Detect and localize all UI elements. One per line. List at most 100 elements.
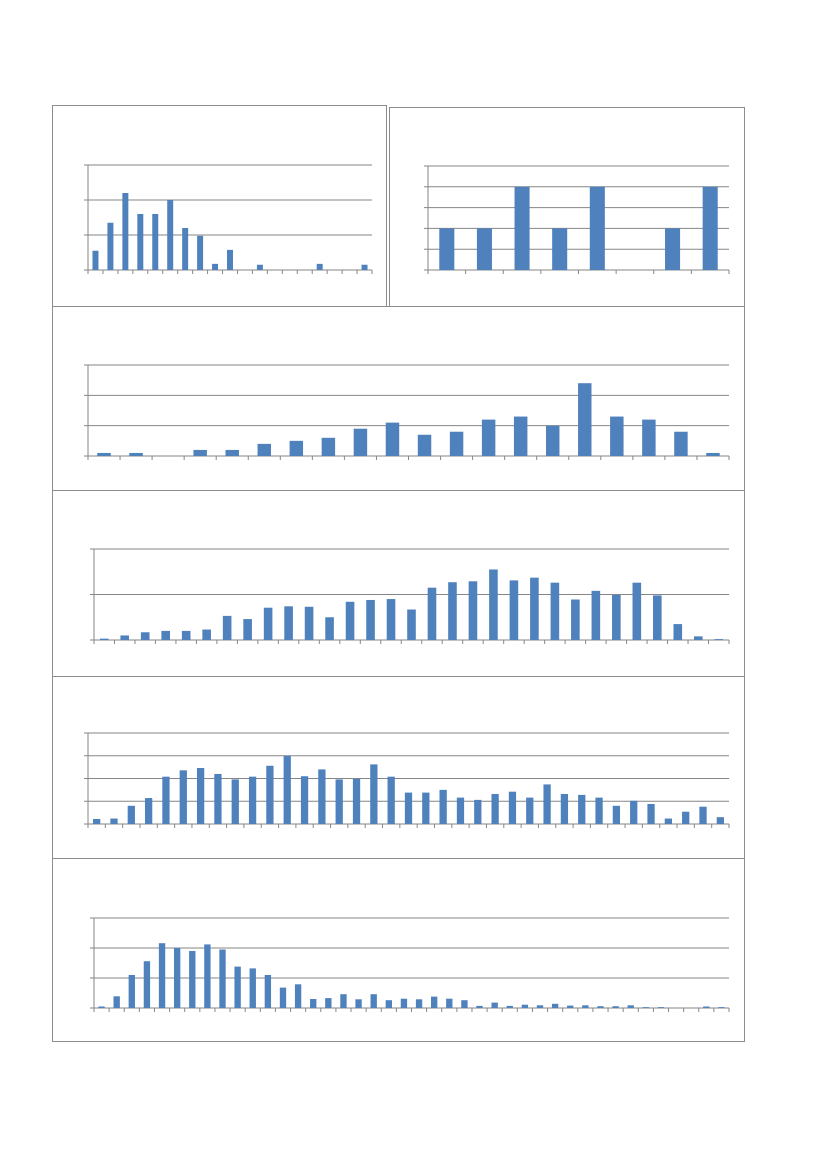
chart-5-bar — [508, 791, 517, 824]
chart-3-bar — [481, 419, 496, 456]
chart-4-bar — [509, 580, 519, 640]
chart-6-bar — [551, 1003, 559, 1008]
chart-4-bar — [181, 630, 191, 640]
chart-4-bar — [427, 587, 437, 640]
chart-6-bar — [597, 1006, 604, 1008]
chart-5-bar — [630, 800, 638, 824]
chart-5-bar — [560, 793, 569, 824]
chart-3-bar — [610, 416, 624, 456]
chart-4-bar — [161, 630, 170, 640]
chart-6-bar — [567, 1005, 574, 1008]
chart-6-bar — [703, 1006, 710, 1008]
chart-2-bar — [552, 228, 568, 270]
chart-2-bar — [702, 186, 718, 270]
chart-2-bar — [589, 186, 605, 270]
chart-6-bar — [461, 1000, 468, 1008]
chart-4-bar — [243, 619, 252, 640]
chart-1-bar — [197, 235, 204, 270]
chart-5-bar — [370, 764, 378, 824]
chart-5-bar — [474, 799, 482, 824]
chart-5-bar — [196, 768, 205, 824]
chart-4-bar — [468, 581, 478, 640]
chart-5-bar — [93, 818, 101, 824]
chart-5-bar — [526, 797, 534, 824]
chart-1-bar — [316, 263, 323, 270]
chart-3-bar — [578, 383, 592, 456]
chart-5-bar — [231, 779, 239, 824]
chart-6-bar — [249, 968, 256, 1008]
chart-1-bar — [182, 228, 189, 270]
chart-6-bar — [536, 1005, 544, 1008]
chart-4-bar — [99, 638, 109, 640]
chart-6-bar — [582, 1005, 589, 1008]
chart-6-bar — [113, 996, 120, 1008]
chart-1-bar — [361, 264, 368, 270]
chart-6-bar — [158, 943, 166, 1008]
chart-5-bar — [248, 776, 257, 824]
chart-6-bar — [431, 996, 438, 1008]
chart-6-bar — [506, 1005, 513, 1008]
chart-6-bar — [400, 998, 408, 1008]
chart-4-bar — [202, 629, 211, 640]
chart-4-bar — [325, 617, 334, 640]
chart-3-bar — [353, 428, 368, 456]
chart-3-bar — [417, 434, 432, 456]
chart-3-bar — [513, 416, 528, 456]
chart-3-bar — [385, 422, 400, 456]
chart-5-bar — [543, 784, 551, 824]
chart-2-bar — [439, 228, 455, 270]
chart-6-bar — [310, 999, 317, 1008]
chart-6-bar — [234, 966, 241, 1008]
chart-5-bar — [387, 776, 395, 824]
chart-5-bar — [578, 794, 586, 824]
chart-6-bar — [385, 1000, 392, 1008]
chart-3-bar — [674, 431, 688, 456]
chart-4-bar — [591, 590, 601, 640]
chart-6-bar — [189, 951, 196, 1008]
chart-5-bar — [352, 778, 361, 824]
chart-6-bar — [173, 948, 181, 1008]
chart-6-bar — [657, 1007, 665, 1008]
chart-5-bar — [439, 789, 447, 824]
chart-1-bar — [92, 250, 99, 270]
chart-6-bar — [491, 1002, 498, 1008]
chart-5-bar — [456, 797, 465, 824]
chart-6-bar — [264, 975, 272, 1008]
chart-5-bar — [144, 798, 153, 824]
chart-6-bar — [204, 944, 211, 1008]
chart-1-bar — [137, 214, 144, 270]
chart-6-bar — [355, 999, 362, 1008]
chart-6-bar — [98, 1006, 105, 1008]
chart-4-bar — [345, 601, 355, 640]
chart-5-bar — [491, 793, 499, 824]
chart-panel-5 — [52, 676, 745, 860]
chart-5-bar — [422, 792, 430, 824]
chart-2-bar — [665, 228, 681, 270]
chart-5-bar — [664, 818, 673, 824]
chart-5-bar — [162, 776, 170, 824]
chart-5-bar — [110, 818, 118, 824]
chart-5-bar — [335, 779, 343, 824]
chart-4-bar — [714, 639, 724, 640]
chart-1-bar — [122, 193, 129, 270]
chart-6-bar — [128, 975, 135, 1008]
chart-4-bar — [530, 577, 539, 640]
chart-4-bar — [386, 599, 396, 640]
chart-panel-6 — [52, 858, 745, 1042]
chart-3-bar — [225, 449, 239, 456]
chart-6-bar — [446, 998, 453, 1008]
chart-6-bar — [370, 994, 377, 1008]
chart-4-bar — [571, 599, 580, 640]
chart-6-bar — [642, 1007, 650, 1008]
chart-4-bar — [653, 595, 662, 640]
chart-5-bar — [404, 792, 413, 824]
chart-5-bar — [682, 811, 690, 824]
chart-5-bar — [612, 805, 621, 824]
chart-5-bar — [318, 769, 326, 824]
chart-6-bar — [521, 1004, 529, 1008]
chart-4-bar — [366, 599, 375, 640]
chart-6-bar — [627, 1005, 634, 1008]
chart-1-bar — [167, 200, 174, 270]
chart-6-bar — [294, 984, 302, 1008]
